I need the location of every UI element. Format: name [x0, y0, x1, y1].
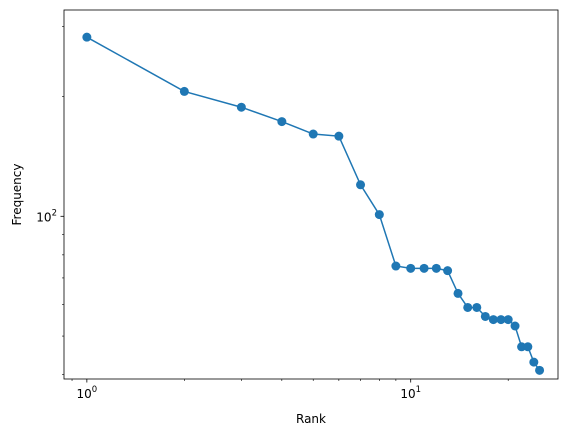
x-axis-label: Rank: [296, 412, 326, 426]
data-point: [419, 263, 429, 273]
y-axis-ticks: 102: [36, 26, 64, 375]
data-point: [472, 302, 482, 312]
data-point: [308, 129, 318, 139]
data-point: [277, 117, 287, 127]
data-point: [453, 288, 463, 298]
data-point: [480, 311, 490, 321]
series-markers: [82, 32, 545, 375]
data-point: [82, 32, 92, 42]
data-point: [334, 131, 344, 141]
data-point: [406, 263, 416, 273]
data-point: [374, 210, 384, 220]
data-point: [179, 86, 189, 96]
x-tick-label: 101: [400, 385, 421, 401]
data-point: [529, 357, 539, 367]
y-tick-label: 102: [36, 208, 57, 224]
data-point: [496, 315, 506, 325]
data-point: [517, 342, 527, 352]
data-point: [236, 102, 246, 112]
x-axis-ticks: 100 101: [71, 379, 509, 401]
data-point: [356, 180, 366, 190]
series-line: [86, 36, 541, 371]
plot-area: [82, 32, 545, 375]
data-point: [443, 266, 453, 276]
data-point: [535, 365, 545, 375]
data-point: [510, 321, 520, 331]
data-point: [463, 302, 473, 312]
axes-frame: [63, 9, 559, 380]
x-tick-label: 100: [77, 385, 98, 401]
data-point: [391, 261, 401, 271]
data-point: [523, 342, 533, 352]
y-axis-label: Frequency: [10, 164, 24, 226]
data-point: [431, 263, 441, 273]
data-point: [503, 315, 513, 325]
data-point: [488, 315, 498, 325]
